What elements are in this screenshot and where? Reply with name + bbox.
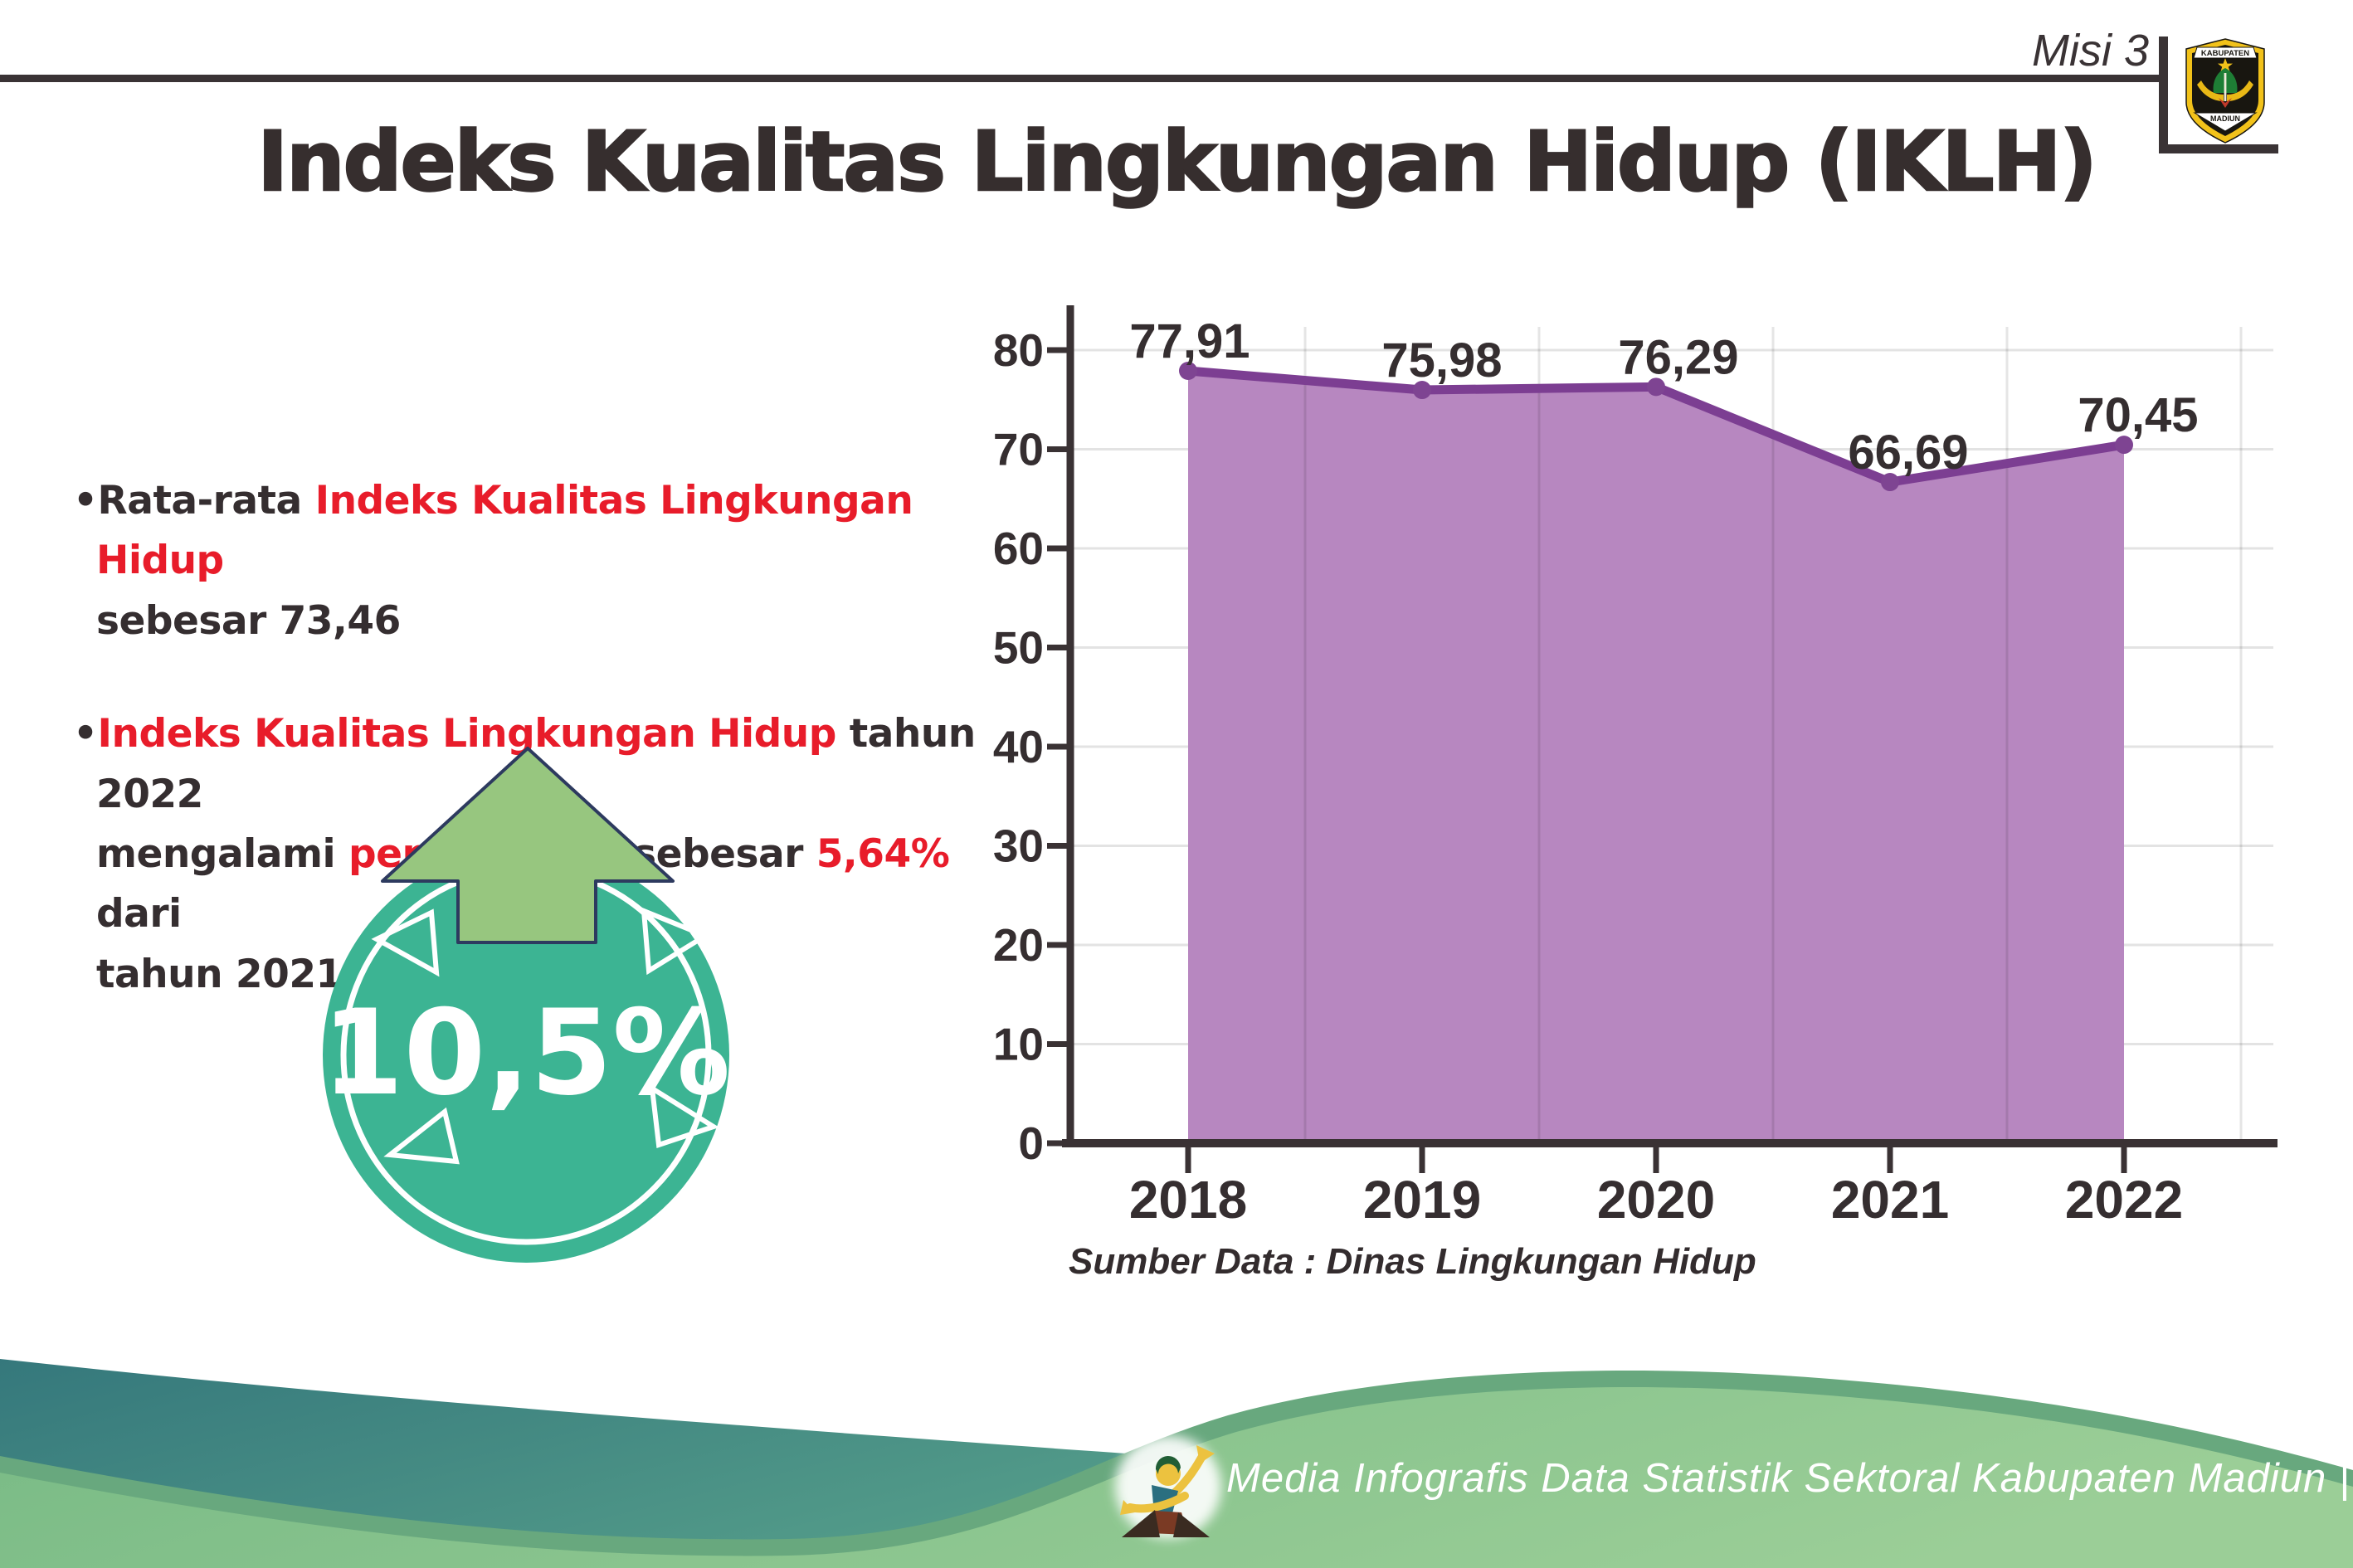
- bullet-text-segment: •: [73, 711, 98, 757]
- value-label: 75,98: [1381, 334, 1502, 387]
- bullet-text-segment: •Rata-rata: [73, 478, 315, 523]
- x-tick-label: 2019: [1363, 1170, 1481, 1230]
- bullet-text-segment: tahun 2021: [96, 951, 343, 997]
- bullet-text-segment: sebesar 73,46: [96, 597, 401, 644]
- y-tick-label: 60: [993, 523, 1044, 574]
- bullet-text-segment: 5,64%: [816, 830, 950, 877]
- mascot-sash-tail: [1120, 1500, 1135, 1515]
- spark-triangle-lower-right: [649, 1083, 720, 1149]
- bullet-item: •Rata-rata Indeks Kualitas Lingkungan Hi…: [73, 471, 1011, 651]
- data-point-2018: [1179, 361, 1197, 380]
- value-label: 77,91: [1129, 314, 1250, 368]
- chart-source-note: Sumber Data : Dinas Lingkungan Hidup: [1069, 1241, 1756, 1282]
- spark-triangle-upper-right: [641, 907, 711, 976]
- y-tick-label: 70: [993, 424, 1044, 475]
- bullet-text-segment: Indeks Kualitas Lingkungan Hidup: [96, 478, 913, 584]
- page-title: Indeks Kualitas Lingkungan Hidup (IKLH): [256, 114, 2098, 212]
- logo-bottom-banner: [2193, 112, 2258, 132]
- spark-triangle-lower-left: [383, 1107, 460, 1165]
- mascot-head: [1156, 1461, 1181, 1486]
- value-label: 66,69: [1848, 426, 1968, 480]
- y-tick-label: 80: [993, 324, 1044, 376]
- mascot-cap: [1155, 1455, 1181, 1474]
- logo-top-text: KABUPATEN: [2201, 49, 2249, 58]
- kabupaten-madiun-logo-icon: KABUPATEN MADIUN: [2185, 38, 2265, 144]
- data-point-2021: [1881, 473, 1899, 492]
- logo-wing-right: [2227, 80, 2253, 101]
- logo-frame-horizontal: [2159, 144, 2278, 153]
- mascot-arm-sash: [1126, 1492, 1189, 1513]
- y-tick-label: 30: [993, 821, 1044, 872]
- y-tick-label: 10: [993, 1019, 1044, 1070]
- x-tick-label: 2022: [2065, 1170, 2183, 1230]
- data-point-2020: [1647, 377, 1665, 397]
- bullet-text-segment: Indeks Kualitas Lingkungan Hidup: [97, 711, 837, 757]
- data-point-2019: [1413, 381, 1431, 400]
- mascot-leg-right: [1173, 1512, 1210, 1537]
- bullet-text-segment: tahun 2022: [96, 711, 976, 817]
- bullet-text-segment: mengalami: [96, 830, 348, 877]
- logo-wing-left: [2197, 80, 2224, 101]
- x-tick-label: 2020: [1597, 1170, 1715, 1230]
- spark-triangle-upper-left: [371, 908, 440, 977]
- logo-spear: [2224, 73, 2227, 101]
- area-fill: [1188, 370, 2124, 1144]
- badge-value: 10,5%: [322, 985, 731, 1122]
- footer-caption: Media Infografis Data Statistik Sektoral…: [1226, 1456, 2351, 1501]
- header-rule: [0, 75, 2161, 82]
- bullet-text-segment: dari: [96, 891, 182, 937]
- logo-red-accent: [2219, 98, 2232, 108]
- y-tick-label: 50: [993, 622, 1044, 674]
- up-arrow-icon: [381, 747, 675, 944]
- mascot-icon: [1115, 1435, 1221, 1538]
- y-tick-label: 20: [993, 919, 1044, 971]
- logo-top-banner: [2193, 46, 2258, 59]
- logo-star-icon: [2218, 58, 2233, 72]
- x-tick-label: 2018: [1129, 1170, 1247, 1230]
- value-label: 70,45: [2078, 388, 2198, 442]
- logo-bottom-text: MADIUN: [2210, 114, 2240, 123]
- increase-badge: 10,5%: [322, 747, 731, 1263]
- y-tick-label: 40: [993, 721, 1044, 772]
- logo-frame-vertical: [2159, 37, 2168, 153]
- value-label: 76,29: [1618, 330, 1738, 384]
- y-tick-label: 0: [1018, 1118, 1044, 1169]
- x-tick-label: 2021: [1831, 1170, 1949, 1230]
- data-point-2022: [2115, 436, 2133, 455]
- mascot-flag: [1196, 1445, 1215, 1463]
- misi-label: Misi 3: [2031, 26, 2149, 75]
- mascot-leg-left: [1122, 1510, 1160, 1537]
